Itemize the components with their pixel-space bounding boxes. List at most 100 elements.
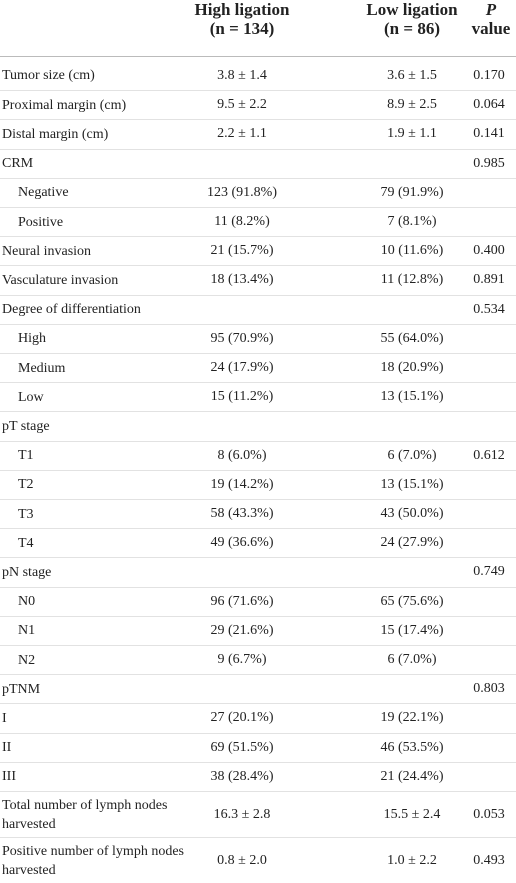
header-high: High ligation (n = 134) <box>172 0 312 38</box>
cell-high: 95 (70.9%) <box>210 330 274 346</box>
cell-high: 0.8 ± 2.0 <box>217 852 267 868</box>
table-row: T3 58 (43.3%) 43 (50.0%) <box>0 499 516 528</box>
table-row: T2 19 (14.2%) 13 (15.1%) <box>0 469 516 499</box>
row-label: High <box>18 331 46 347</box>
cell-p: 0.493 <box>473 852 505 868</box>
row-label: pT stage <box>2 418 50 434</box>
cell-low: 15.5 ± 2.4 <box>383 806 441 822</box>
cell-low: 6 (7.0%) <box>387 447 437 463</box>
cell-low: 21 (24.4%) <box>380 768 444 784</box>
cell-low: 1.9 ± 1.1 <box>387 126 437 142</box>
row-label: Negative <box>18 185 69 201</box>
table-row: Degree of differentiation 0.534 <box>0 294 516 324</box>
cell-low: 15 (17.4%) <box>380 622 444 638</box>
cell-high: 123 (91.8%) <box>207 184 277 200</box>
cell-high: 8 (6.0%) <box>217 447 267 463</box>
table-row: Medium 24 (17.9%) 18 (20.9%) <box>0 353 516 382</box>
row-label: CRM <box>2 156 34 172</box>
cell-low: 6 (7.0%) <box>387 652 437 668</box>
row-label: N1 <box>18 623 36 639</box>
table-row: pTNM 0.803 <box>0 674 516 703</box>
cell-high: 21 (15.7%) <box>210 243 274 259</box>
header-low: Low ligation (n = 86) <box>342 0 482 38</box>
table-row: III 38 (28.4%) 21 (24.4%) <box>0 761 516 791</box>
cell-high: 29 (21.6%) <box>210 622 274 638</box>
cell-p: 0.053 <box>473 806 505 822</box>
cell-high: 15 (11.2%) <box>210 389 274 405</box>
header-p: P value <box>466 0 516 38</box>
row-label: Low <box>18 389 44 405</box>
table-row: N0 96 (71.6%) 65 (75.6%) <box>0 586 516 616</box>
cell-low: 1.0 ± 2.2 <box>387 852 437 868</box>
table-row: Negative 123 (91.8%) 79 (91.9%) <box>0 177 516 207</box>
cell-p: 0.985 <box>473 155 505 171</box>
cell-high: 18 (13.4%) <box>210 272 274 288</box>
table-row: High 95 (70.9%) 55 (64.0%) <box>0 323 516 353</box>
header-text: (n = 134) <box>209 19 275 38</box>
header-text: (n = 86) <box>384 19 440 38</box>
row-label: I <box>2 710 7 726</box>
cell-low: 65 (75.6%) <box>380 593 444 609</box>
row-label: II <box>2 740 12 756</box>
table-row: N1 29 (21.6%) 15 (17.4%) <box>0 615 516 645</box>
table-row: I 27 (20.1%) 19 (22.1%) <box>0 703 516 732</box>
table-row: Proximal margin (cm) 9.5 ± 2.2 8.9 ± 2.5 0.… <box>0 90 516 119</box>
cell-high: 24 (17.9%) <box>210 360 274 376</box>
cell-low: 3.6 ± 1.5 <box>387 67 437 83</box>
cell-p: 0.141 <box>473 126 505 142</box>
cell-high: 58 (43.3%) <box>210 506 274 522</box>
cell-high: 69 (51.5%) <box>210 739 274 755</box>
table-row: T1 8 (6.0%) 6 (7.0%) 0.612 <box>0 440 516 470</box>
table-row: Tumor size (cm) 3.8 ± 1.4 3.6 ± 1.5 0.170 <box>0 61 516 90</box>
cell-high: 11 (8.2%) <box>214 214 270 230</box>
cell-low: 10 (11.6%) <box>380 243 444 259</box>
cell-low: 18 (20.9%) <box>380 360 444 376</box>
cell-high: 96 (71.6%) <box>210 593 274 609</box>
row-label: N0 <box>18 594 36 610</box>
row-label: Tumor size (cm) <box>2 68 95 84</box>
cell-high: 3.8 ± 1.4 <box>217 67 267 83</box>
table-row: pN stage 0.749 <box>0 557 516 586</box>
cell-high: 27 (20.1%) <box>210 710 274 726</box>
header-text: value <box>471 19 511 38</box>
cell-high: 9 (6.7%) <box>217 652 267 668</box>
table-row: pT stage <box>0 411 516 440</box>
row-label: Proximal margin (cm) <box>2 97 127 113</box>
header-text: P <box>485 0 497 19</box>
cell-low: 7 (8.1%) <box>387 214 437 230</box>
row-label: Neural invasion <box>2 243 92 259</box>
cell-p: 0.803 <box>473 681 505 697</box>
table-row: Low 15 (11.2%) 13 (15.1%) <box>0 382 516 411</box>
cell-low: 11 (12.8%) <box>380 272 444 288</box>
row-label: Distal margin (cm) <box>2 126 109 142</box>
row-label: N2 <box>18 652 36 668</box>
row-label: pN stage <box>2 564 52 580</box>
row-label: Total number of lymph nodes harvested <box>2 797 168 832</box>
cell-low: 13 (15.1%) <box>380 476 444 492</box>
cell-high: 16.3 ± 2.8 <box>213 806 271 822</box>
row-label: T4 <box>18 535 34 551</box>
table-row: II 69 (51.5%) 46 (53.5%) <box>0 732 516 762</box>
row-label: Vasculature invasion <box>2 272 119 288</box>
row-label: T2 <box>18 477 34 493</box>
table-row: Positive number of lymph nodes harvested… <box>0 837 516 883</box>
table-row: Neural invasion 21 (15.7%) 10 (11.6%) 0.400 <box>0 236 516 265</box>
cell-p: 0.400 <box>473 243 505 259</box>
cell-high: 49 (36.6%) <box>210 535 274 551</box>
cell-low: 8.9 ± 2.5 <box>387 97 437 113</box>
header-rule <box>0 56 516 57</box>
table-row: Total number of lymph nodes harvested 16.… <box>0 791 516 837</box>
table-row: Positive 11 (8.2%) 7 (8.1%) <box>0 207 516 236</box>
cell-p: 0.064 <box>473 97 505 113</box>
cell-p: 0.170 <box>473 67 505 83</box>
row-label: Medium <box>18 360 66 376</box>
cell-p: 0.891 <box>473 272 505 288</box>
table-row: Vasculature invasion 18 (13.4%) 11 (12.8%)… <box>0 265 516 294</box>
cell-p: 0.612 <box>473 447 505 463</box>
cell-high: 19 (14.2%) <box>210 476 274 492</box>
cell-p: 0.749 <box>473 564 505 580</box>
cell-low: 43 (50.0%) <box>380 506 444 522</box>
row-label: III <box>2 769 16 785</box>
cell-high: 38 (28.4%) <box>210 768 274 784</box>
cell-high: 9.5 ± 2.2 <box>217 97 267 113</box>
